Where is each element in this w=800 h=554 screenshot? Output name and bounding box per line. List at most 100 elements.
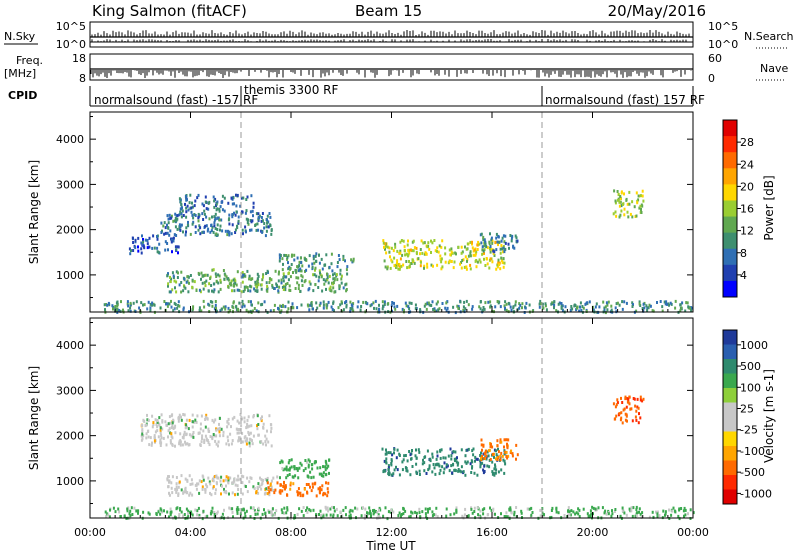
power-cell [203,273,206,277]
power-cell [646,306,649,310]
power-cell [656,301,658,304]
power-cell [240,290,243,294]
power-cell [279,254,282,257]
velocity-cell [224,478,227,482]
velocity-cell [197,506,200,510]
power-cell [122,308,124,312]
velocity-cell [563,514,566,517]
velocity-cell [378,515,380,519]
velocity-cell [485,457,488,461]
power-cell [323,282,326,286]
power-cell [326,276,329,280]
power-cell [383,245,385,249]
power-cell [245,285,248,289]
velocity-cell [279,461,282,465]
velocity-cell [152,421,155,425]
velocity-cell [503,445,505,449]
velocity-cell [182,413,185,416]
velocity-cell [231,439,234,443]
power-cell [170,299,172,303]
nsky-scale-top: 10^5 [56,20,86,33]
velocity-cell [260,483,263,487]
velocity-cell [199,422,202,426]
velocity-cell [196,414,199,418]
power-cell [352,309,355,313]
velocity-cell [303,487,306,491]
velocity-cell [325,507,328,511]
power-cell [191,213,194,217]
velocity-cell [130,506,133,510]
velocity-cell [326,487,329,491]
colorbar-swatch [723,280,737,298]
colorbar-swatch [723,136,737,153]
nsky-panel: N.Sky 10^5 10^0 10^5 10^0 N.Search [4,20,794,51]
power-cell [198,306,201,310]
colorbar-swatch [723,330,737,345]
power-cell [132,249,135,252]
velocity-cell [172,418,175,422]
power-cell [615,302,618,306]
power-cell [167,282,170,286]
power-cells [103,189,694,315]
power-cell [595,302,598,306]
velocity-cell [174,424,177,428]
power-cell [272,309,275,312]
velocity-cell [402,512,405,516]
power-cell [182,214,185,217]
velocity-cell [409,473,412,477]
power-cell [157,250,160,254]
velocity-cell [575,511,578,515]
power-cell [505,308,508,312]
velocity-cell [423,461,426,465]
velocity-cell [156,419,159,422]
velocity-cell [503,438,506,442]
power-cell [295,276,298,280]
power-cell [430,263,433,267]
power-cell [652,309,655,313]
power-cell [314,283,317,286]
velocity-cell [189,491,192,495]
velocity-cell [279,491,282,495]
velocity-cell [140,434,143,438]
velocity-cell [232,480,235,484]
power-cell [422,241,425,245]
power-cell [661,305,664,309]
power-cell [500,256,503,260]
power-cell [240,210,243,214]
velocity-cell [141,423,143,427]
power-cell [435,302,438,306]
velocity-cell [212,433,215,436]
power-cell [400,239,403,242]
velocity-cell [184,477,187,481]
power-cell [432,264,434,268]
velocity-cell [612,402,615,406]
power-cell [203,305,206,309]
velocity-cell [178,513,181,516]
power-cell [172,309,175,313]
velocity-cell [240,416,243,419]
power-cell [248,274,251,278]
power-cell [314,254,317,258]
velocity-cell [466,460,469,464]
power-cell [571,307,574,311]
power-cell [541,302,544,306]
power-cell [208,200,211,204]
velocity-cell [165,443,168,447]
velocity-cell [481,461,484,465]
colorbar-swatch [723,402,737,418]
velocity-cell [156,429,159,433]
power-cell [419,309,422,313]
x-tick-label: 20:00 [577,526,609,539]
velocity-cell [267,440,270,444]
power-cell [207,289,210,293]
power-cell [213,224,216,228]
power-cell [213,282,216,286]
velocity-cell [500,440,503,444]
power-cell [167,248,169,252]
power-cell [427,241,430,245]
power-cell [227,285,230,289]
velocity-cell [196,513,199,517]
velocity-cell [268,510,271,514]
velocity-cell [266,476,269,480]
velocity-cell [457,469,460,473]
